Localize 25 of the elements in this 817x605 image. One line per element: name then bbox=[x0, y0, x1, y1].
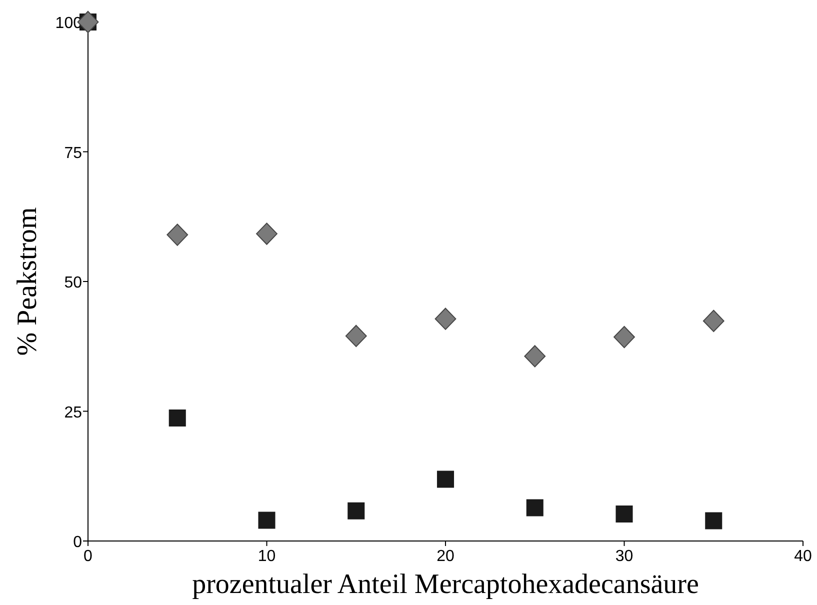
point bbox=[258, 512, 276, 529]
point bbox=[526, 499, 544, 516]
point bbox=[256, 222, 278, 245]
point bbox=[524, 345, 546, 368]
x-axis-title: prozentualer Anteil Mercaptohexadecansäure bbox=[192, 569, 699, 600]
y-tick-label: 0 bbox=[73, 534, 82, 551]
y-axis-title: % Peakstrom bbox=[12, 207, 43, 356]
point bbox=[345, 324, 367, 348]
point bbox=[434, 308, 456, 330]
point bbox=[166, 224, 188, 246]
x-tick-label: 20 bbox=[436, 548, 454, 565]
y-tick-label: 25 bbox=[64, 404, 82, 422]
x-tick-label: 40 bbox=[794, 548, 812, 565]
point bbox=[348, 502, 365, 520]
point bbox=[705, 512, 722, 530]
x-tick-label: 0 bbox=[84, 548, 93, 565]
y-tick-label: 50 bbox=[64, 274, 82, 292]
y-tick-label: 75 bbox=[64, 144, 82, 162]
x-tick-label: 10 bbox=[258, 548, 276, 565]
x-tick-label: 30 bbox=[615, 548, 634, 565]
point bbox=[614, 326, 635, 348]
point bbox=[616, 505, 633, 523]
point bbox=[436, 470, 454, 488]
point bbox=[702, 310, 724, 332]
point bbox=[168, 409, 186, 427]
